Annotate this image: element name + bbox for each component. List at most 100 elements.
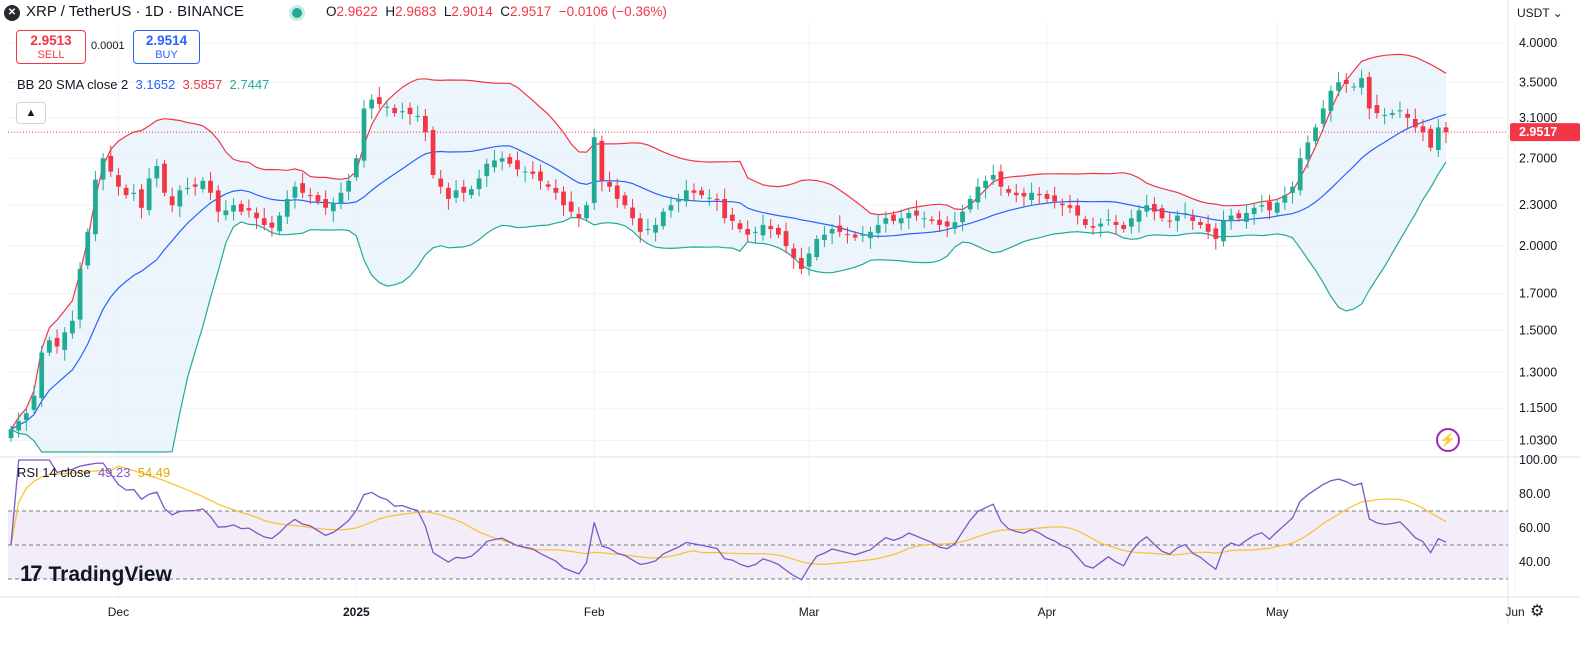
candle-body bbox=[1205, 223, 1211, 232]
candle-body bbox=[1274, 202, 1280, 213]
candle-body bbox=[814, 238, 820, 258]
candle-body bbox=[284, 198, 290, 217]
candle-body bbox=[131, 192, 137, 195]
tradingview-watermark: 17 TradingView bbox=[20, 561, 172, 586]
candle-body bbox=[1412, 118, 1418, 128]
price-tick-label: 1.1500 bbox=[1519, 401, 1557, 415]
bollinger-basis-line bbox=[10, 113, 1447, 430]
price-axis: 4.0000 3.5000 3.1000 2.7000 2.3000 2.0000 1.70… bbox=[8, 36, 1580, 447]
candle-body bbox=[1366, 76, 1372, 109]
buy-button[interactable]: 2.9514 BUY bbox=[133, 30, 200, 64]
candle-body bbox=[399, 111, 405, 113]
candle-body bbox=[1382, 114, 1387, 116]
chart-grid bbox=[0, 0, 1581, 624]
candle-body bbox=[683, 190, 689, 202]
candle-body bbox=[1259, 205, 1265, 207]
rsi-tick-label: 80.00 bbox=[1519, 487, 1550, 501]
candle-body bbox=[223, 210, 229, 216]
candle-body bbox=[722, 198, 728, 219]
candle-body bbox=[1036, 193, 1042, 196]
candle-body bbox=[568, 201, 574, 212]
candle-body bbox=[277, 215, 282, 232]
candle-body bbox=[883, 218, 889, 224]
candle-body bbox=[515, 160, 520, 170]
candle-body bbox=[1136, 210, 1142, 222]
candle-body bbox=[1305, 142, 1311, 160]
candle-body bbox=[561, 191, 566, 206]
sell-button[interactable]: 2.9513 SELL bbox=[16, 30, 86, 64]
price-tick-label: 1.7000 bbox=[1519, 287, 1557, 301]
candle-body bbox=[492, 160, 497, 168]
candle-body bbox=[1075, 205, 1081, 216]
candle-body bbox=[653, 224, 658, 233]
bollinger-legend[interactable]: BB 20 SMA close 2 3.1652 3.5857 2.7447 bbox=[17, 77, 270, 92]
bollinger-fill bbox=[11, 54, 1446, 453]
time-tick-label: Dec bbox=[108, 605, 129, 619]
candle-body bbox=[1121, 224, 1127, 230]
ohlc-readout: O2.9622 H2.9683 L2.9014 C2.9517 −0.0106 … bbox=[326, 4, 667, 19]
candlestick-series bbox=[8, 69, 1449, 442]
candle-body bbox=[553, 187, 559, 193]
candle-body bbox=[522, 171, 528, 173]
candle-body bbox=[660, 211, 666, 227]
candle-body bbox=[898, 218, 904, 224]
candle-body bbox=[1059, 203, 1065, 206]
candle-body bbox=[576, 213, 582, 219]
candle-body bbox=[706, 197, 712, 199]
symbol-title[interactable]: XRP / TetherUS · 1D · BINANCE bbox=[26, 3, 244, 20]
candle-body bbox=[1052, 195, 1058, 202]
candle-body bbox=[31, 395, 37, 410]
candle-body bbox=[530, 171, 536, 174]
candle-body bbox=[369, 99, 375, 109]
candle-body bbox=[837, 225, 843, 232]
gear-icon[interactable]: ⚙ bbox=[1530, 603, 1545, 620]
candle-body bbox=[1397, 110, 1403, 112]
candle-body bbox=[668, 205, 674, 211]
candle-body bbox=[1336, 82, 1341, 91]
candle-body bbox=[1113, 221, 1119, 225]
flash-icon[interactable]: ⚡ bbox=[1436, 428, 1460, 452]
candle-body bbox=[944, 221, 950, 227]
collapse-legend-button[interactable]: ▲ bbox=[16, 102, 46, 124]
candle-body bbox=[1228, 215, 1234, 221]
xrp-logo-icon: ✕ bbox=[4, 5, 20, 21]
candle-body bbox=[1313, 127, 1318, 142]
candle-body bbox=[1182, 212, 1188, 214]
candle-body bbox=[1213, 228, 1219, 239]
candle-body bbox=[914, 210, 919, 216]
candle-body bbox=[929, 219, 935, 221]
candle-body bbox=[200, 180, 206, 190]
rsi-tick-label: 100.00 bbox=[1519, 453, 1557, 467]
rsi-legend[interactable]: RSI 14 close 49.23 54.49 bbox=[17, 465, 171, 480]
candle-body bbox=[1221, 220, 1226, 242]
candle-body bbox=[1351, 86, 1357, 88]
price-tick-label: 2.0000 bbox=[1519, 239, 1557, 253]
candle-body bbox=[1067, 205, 1073, 208]
candle-body bbox=[231, 205, 236, 212]
candle-body bbox=[430, 129, 436, 175]
price-tick-label: 1.5000 bbox=[1519, 323, 1557, 337]
candle-body bbox=[1297, 158, 1303, 191]
currency-selector[interactable]: USDT ⌄ bbox=[1517, 6, 1563, 20]
candle-body bbox=[752, 231, 758, 233]
candle-body bbox=[469, 189, 474, 196]
market-status-icon bbox=[292, 8, 302, 18]
candle-body bbox=[338, 192, 344, 204]
candle-body bbox=[1021, 192, 1027, 197]
candle-body bbox=[1251, 207, 1257, 215]
candle-body bbox=[645, 229, 651, 231]
candle-body bbox=[760, 224, 766, 236]
candle-body bbox=[822, 234, 827, 241]
candle-body bbox=[1098, 223, 1104, 227]
candle-body bbox=[1013, 192, 1019, 196]
rsi-tick-label: 60.00 bbox=[1519, 521, 1550, 535]
candle-body bbox=[261, 218, 267, 225]
candle-body bbox=[423, 115, 428, 133]
candle-body bbox=[1320, 108, 1326, 124]
candle-body bbox=[1244, 212, 1249, 222]
candle-body bbox=[484, 163, 490, 177]
candle-body bbox=[591, 137, 597, 203]
candle-body bbox=[1105, 219, 1111, 221]
candle-body bbox=[852, 234, 858, 238]
